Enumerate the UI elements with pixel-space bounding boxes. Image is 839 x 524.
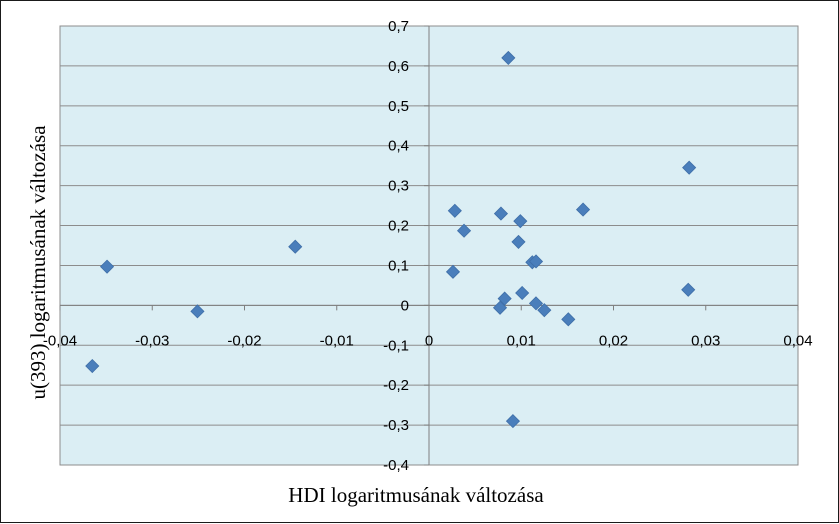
data-point	[537, 303, 552, 318]
x-tick-label: 0,01	[507, 332, 536, 349]
x-tick-label: 0,02	[599, 332, 628, 349]
data-point	[528, 296, 544, 311]
data-point	[515, 285, 530, 301]
y-tick-label: -0,1	[383, 337, 409, 354]
y-axis-title: u(393) logaritmusának változása	[26, 125, 50, 400]
axes	[59, 25, 799, 466]
y-tick-label: -0,3	[383, 417, 409, 434]
x-tick-label: -0,02	[227, 332, 261, 349]
data-point	[456, 223, 472, 238]
data-point	[492, 300, 508, 315]
x-tick-label: -0,04	[43, 332, 77, 349]
y-tick-label: 0,4	[388, 138, 409, 155]
y-tick-label: 0,3	[388, 178, 409, 195]
x-tick-label: 0	[425, 332, 433, 349]
y-tick-label: -0,4	[383, 457, 409, 474]
x-tick-label: 0,04	[783, 332, 812, 349]
data-point	[561, 312, 576, 327]
data-point	[682, 160, 697, 175]
data-point	[493, 206, 509, 221]
data-point	[99, 259, 115, 274]
data-point	[511, 234, 526, 249]
y-tick-label: 0,2	[388, 218, 409, 235]
data-points	[85, 50, 697, 429]
data-point	[513, 214, 528, 229]
data-point	[501, 50, 516, 65]
x-tick-label: -0,03	[135, 332, 169, 349]
data-point	[447, 203, 462, 218]
data-point	[190, 304, 205, 319]
data-point	[528, 254, 544, 269]
x-tick-label: -0,01	[320, 332, 354, 349]
data-point	[505, 414, 521, 429]
data-point	[575, 202, 591, 217]
y-tick-label: -0,2	[383, 377, 409, 394]
y-tick-label: 0,7	[388, 18, 409, 35]
data-point	[681, 282, 696, 297]
data-point	[288, 239, 303, 254]
data-point	[85, 358, 100, 374]
data-point	[445, 264, 461, 279]
data-point	[497, 291, 512, 306]
y-tick-labels: 0,7 0,6 0,5 0,4 0,3 0,2 0,1 0 -0,1 -0,2 -0,3 -0,4	[383, 18, 409, 474]
x-tick-labels: -0,04 -0,03 -0,02 -0,01 0 0,01 0,02 0,03 0,04	[43, 332, 813, 349]
y-tick-label: 0,5	[388, 98, 409, 115]
x-tick-label: 0,03	[691, 332, 720, 349]
y-tick-label: 0	[401, 297, 409, 314]
y-tick-label: 0,1	[388, 257, 409, 274]
x-axis-title: HDI logaritmusának változása	[288, 483, 544, 507]
y-tick-label: 0,6	[388, 58, 409, 75]
